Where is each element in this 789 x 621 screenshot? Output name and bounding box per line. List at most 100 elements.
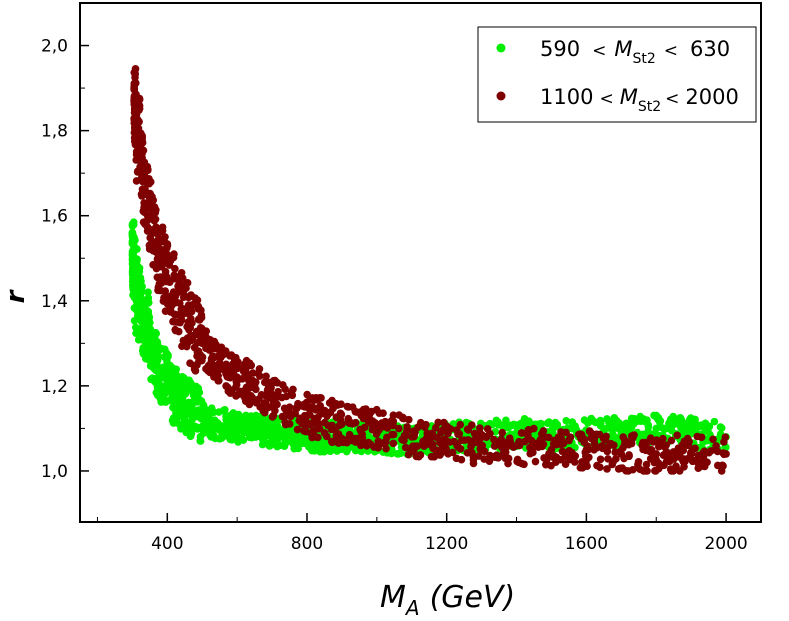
scatter-point <box>152 343 160 351</box>
series-green-points <box>128 218 730 459</box>
scatter-point <box>482 433 491 442</box>
scatter-point <box>293 435 301 444</box>
scatter-point <box>156 277 165 285</box>
scatter-point <box>273 393 281 401</box>
scatter-point <box>189 407 197 415</box>
scatter-point <box>159 235 168 244</box>
scatter-point <box>687 447 696 456</box>
scatter-point <box>282 392 291 401</box>
scatter-point <box>140 158 149 167</box>
scatter-point <box>162 368 171 377</box>
x-axis-symbol: M <box>380 580 406 615</box>
x-tick-label: 2000 <box>704 534 747 554</box>
scatter-point <box>224 387 233 396</box>
scatter-point <box>539 427 548 435</box>
scatter-point <box>622 419 631 428</box>
scatter-point <box>188 413 197 421</box>
scatter-point <box>419 437 427 446</box>
scatter-point <box>188 334 197 342</box>
scatter-point <box>270 429 279 438</box>
scatter-point <box>210 416 219 425</box>
scatter-point <box>181 421 190 429</box>
scatter-point <box>260 408 269 417</box>
scatter-point <box>163 250 171 259</box>
scatter-point <box>639 445 647 454</box>
scatter-point <box>620 440 629 448</box>
scatter-point <box>561 460 570 469</box>
scatter-point <box>463 449 472 457</box>
scatter-point <box>131 65 140 73</box>
scatter-point <box>645 447 654 456</box>
scatter-point <box>288 391 297 400</box>
scatter-point <box>207 354 216 363</box>
scatter-point <box>538 442 546 451</box>
scatter-point <box>337 400 345 409</box>
scatter-point <box>366 440 375 449</box>
scatter-point <box>455 430 464 438</box>
scatter-point <box>444 450 452 458</box>
scatter-point <box>166 292 175 301</box>
scatter-point <box>612 455 620 463</box>
scatter-point <box>438 443 447 451</box>
scatter-point <box>506 422 515 430</box>
scatter-point <box>174 392 183 400</box>
scatter-point <box>596 463 604 472</box>
scatter-point <box>266 438 275 447</box>
scatter-point <box>150 216 158 225</box>
scatter-point <box>145 241 154 250</box>
scatter-point <box>343 435 352 444</box>
scatter-point <box>667 436 676 445</box>
scatter-point <box>692 457 701 466</box>
x-axis-ticks: 400 800 1200 1600 2000 <box>96 513 748 554</box>
scatter-point <box>720 450 728 459</box>
scatter-point <box>278 412 287 421</box>
scatter-point <box>165 261 174 269</box>
scatter-point <box>515 437 523 446</box>
scatter-point <box>281 439 289 448</box>
scatter-point <box>171 264 179 273</box>
scatter-point <box>612 416 621 425</box>
scatter-point <box>598 442 606 450</box>
scatter-point <box>225 413 233 422</box>
plot-frame <box>79 2 762 523</box>
scatter-point <box>389 439 398 448</box>
scatter-point <box>434 418 442 427</box>
scatter-point <box>457 436 466 445</box>
y-tick-label: 1,0 <box>41 462 68 482</box>
scatter-point <box>673 431 681 440</box>
scatter-point <box>685 437 693 446</box>
scatter-point <box>242 383 251 392</box>
scatter-point <box>232 353 240 362</box>
scatter-point <box>318 440 326 449</box>
scatter-point <box>325 399 334 407</box>
scatter-point <box>351 407 360 416</box>
scatter-point <box>710 417 719 426</box>
scatter-point <box>672 462 680 471</box>
scatter-point <box>232 428 241 437</box>
scatter-point <box>309 429 317 438</box>
scatter-point <box>346 418 355 427</box>
scatter-point <box>141 190 149 198</box>
scatter-point <box>322 432 331 441</box>
scatter-point <box>430 453 439 461</box>
scatter-point <box>457 455 466 464</box>
scatter-point <box>191 294 199 302</box>
scatter-point <box>271 376 279 385</box>
scatter-point <box>184 308 192 316</box>
scatter-point <box>130 119 139 127</box>
scatter-point <box>150 336 158 345</box>
scatter-point <box>235 421 244 430</box>
scatter-point <box>169 414 178 422</box>
scatter-point <box>150 351 158 360</box>
scatter-point <box>604 443 612 451</box>
scatter-point <box>619 433 627 441</box>
legend-label-darkred: 1100 < MSt2 <2000 <box>540 85 739 115</box>
scatter-point <box>194 305 203 313</box>
y-tick-label: 1,8 <box>41 122 68 142</box>
scatter-point <box>133 167 142 176</box>
scatter-point <box>240 428 249 437</box>
scatter-point <box>284 407 293 415</box>
scatter-point <box>306 421 315 429</box>
scatter-point <box>289 385 297 394</box>
scatter-point <box>191 362 199 371</box>
